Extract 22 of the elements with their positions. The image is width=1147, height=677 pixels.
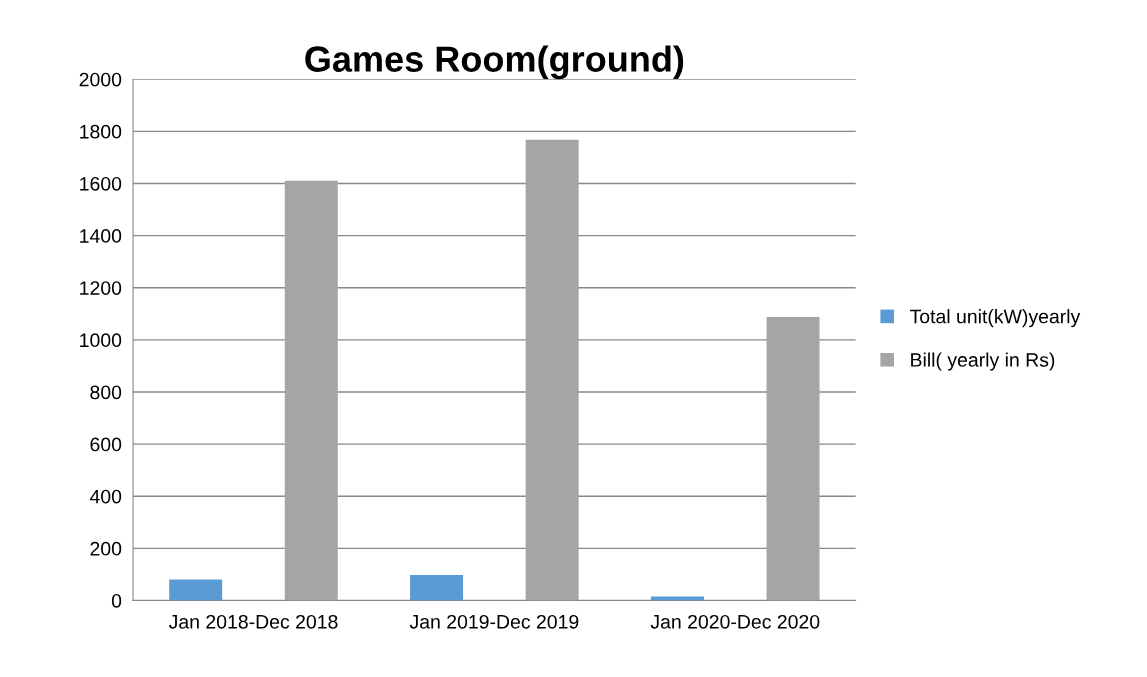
y-tick-label: 1400: [80, 229, 122, 243]
y-tick-label: 800: [90, 385, 122, 400]
y-tick-label: 600: [90, 437, 122, 452]
chart-title: Games Room(ground): [305, 45, 684, 80]
x-tick-label: Jan 2020-Dec 2020: [650, 614, 820, 629]
y-tick-label: 0: [111, 593, 122, 608]
bar: [766, 316, 820, 601]
y-tick-label: 2000: [79, 72, 122, 87]
x-tick-label: Jan 2019-Dec 2019: [409, 614, 579, 629]
bar: [169, 579, 223, 601]
x-tick-label: Jan 2018-Dec 2018: [168, 614, 338, 629]
y-tick-label: 1200: [80, 281, 122, 295]
legend-label: Bill( yearly in Rs): [911, 352, 1055, 371]
bar: [525, 139, 579, 601]
y-tick-label: 200: [90, 541, 122, 556]
y-tick-label: 1800: [80, 124, 122, 139]
bar: [410, 574, 464, 601]
y-tick-label: 1600: [80, 176, 122, 191]
y-tick-label: 1000: [80, 333, 122, 348]
legend-label: Total unit(kW)yearly: [909, 309, 1081, 328]
y-tick-label: 400: [89, 489, 122, 504]
bar: [284, 180, 338, 601]
